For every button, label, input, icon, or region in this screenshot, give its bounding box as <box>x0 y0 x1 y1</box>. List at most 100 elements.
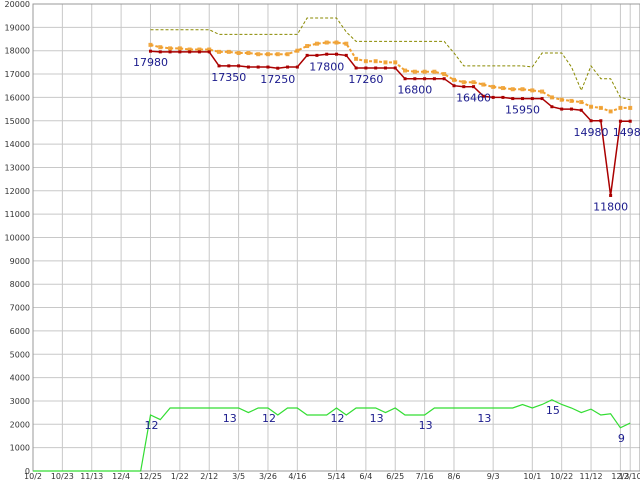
average-point <box>559 97 564 102</box>
average-point <box>158 45 163 50</box>
price-data-label: 14980 <box>613 126 640 139</box>
x-tick-label: 10/22 <box>550 472 573 480</box>
price-point <box>276 66 280 70</box>
average-point <box>422 69 427 74</box>
y-tick-label: 10000 <box>5 234 30 243</box>
average-point <box>451 77 456 82</box>
x-tick-label: 7/16 <box>416 472 434 480</box>
price-point <box>609 193 613 197</box>
price-point <box>354 66 358 70</box>
y-tick-label: 14000 <box>5 140 30 149</box>
average-point <box>520 87 525 92</box>
price-point <box>315 53 319 57</box>
y-tick-label: 12000 <box>5 187 30 196</box>
x-tick-label: 12/3 <box>611 472 629 480</box>
average-point <box>608 109 613 114</box>
price-point <box>393 66 397 70</box>
average-point <box>314 41 319 46</box>
x-tick-label: 11/13 <box>80 472 103 480</box>
average-point <box>481 82 486 87</box>
price-point <box>628 119 632 123</box>
price-point <box>207 50 211 54</box>
price-data-label: 14980 <box>574 126 609 139</box>
price-point <box>188 50 192 54</box>
y-tick-label: 11000 <box>5 210 30 219</box>
price-point <box>432 77 436 81</box>
y-tick-label: 15000 <box>5 117 30 126</box>
y-tick-label: 0 <box>25 467 30 476</box>
count-data-label: 13 <box>419 419 433 432</box>
x-tick-label: 12/25 <box>139 472 162 480</box>
x-tick-label: 12/4 <box>112 472 130 480</box>
average-point <box>540 89 545 94</box>
average-point <box>618 105 623 110</box>
price-point <box>266 65 270 69</box>
plot-frame <box>32 3 640 472</box>
price-point <box>599 119 603 123</box>
average-point <box>549 95 554 100</box>
y-tick-label: 13000 <box>5 163 30 172</box>
average-point <box>168 46 173 51</box>
x-tick-label: 10/23 <box>51 472 74 480</box>
price-point <box>481 94 485 98</box>
average-point <box>628 105 633 110</box>
count-data-label: 12 <box>331 412 345 425</box>
average-point <box>569 98 574 103</box>
x-tick-label: 3/26 <box>259 472 277 480</box>
count-data-label: 15 <box>546 404 560 417</box>
average-point <box>187 47 192 52</box>
average-point <box>363 59 368 64</box>
price-point <box>364 66 368 70</box>
price-data-label: 17250 <box>260 73 295 86</box>
x-axis-tick-labels: 10/2 10/23 11/13 12/4 12/25 1/22 2/12 3/5 3/26 4/… <box>24 472 640 480</box>
average-point <box>324 40 329 45</box>
average-point <box>412 69 417 74</box>
price-point <box>148 49 152 53</box>
price-point <box>579 108 583 112</box>
average-point <box>344 41 349 46</box>
average-point <box>148 42 153 47</box>
x-tick-label: 6/25 <box>386 472 404 480</box>
price-point <box>442 77 446 81</box>
upper-line <box>150 17 631 101</box>
price-point <box>227 64 231 68</box>
price-data-label: 16800 <box>397 84 432 97</box>
average-point <box>393 60 398 65</box>
average-point <box>442 72 447 77</box>
price-point <box>217 64 221 68</box>
data-labels: 17980 17350 17250 17800 17260 16800 16460 15950… <box>133 56 640 445</box>
count-data-label: 12 <box>262 412 276 425</box>
average-point <box>295 48 300 53</box>
price-point <box>286 65 290 69</box>
average-point <box>598 105 603 110</box>
series-layer <box>33 17 633 472</box>
price-point <box>325 52 329 56</box>
y-tick-label: 18000 <box>5 47 30 56</box>
average-point <box>510 87 515 92</box>
count-data-label: 13 <box>477 412 491 425</box>
y-tick-label: 2000 <box>10 420 30 429</box>
price-point <box>256 65 260 69</box>
x-tick-label: 12/10 <box>619 472 640 480</box>
y-tick-label: 1000 <box>10 444 30 453</box>
average-point <box>275 52 280 57</box>
y-tick-label: 17000 <box>5 70 30 79</box>
price-point <box>472 85 476 89</box>
x-tick-label: 4/16 <box>288 472 306 480</box>
price-point <box>344 53 348 57</box>
average-point <box>383 60 388 65</box>
average-point <box>589 104 594 109</box>
y-tick-label: 7000 <box>10 304 30 313</box>
y-tick-label: 16000 <box>5 93 30 102</box>
average-point <box>177 46 182 51</box>
average-point <box>432 69 437 74</box>
price-point <box>569 107 573 111</box>
average-point <box>236 51 241 56</box>
price-point <box>413 77 417 81</box>
price-point <box>403 77 407 81</box>
x-tick-label: 9/3 <box>487 472 500 480</box>
price-point <box>589 119 593 123</box>
average-point <box>403 68 408 73</box>
price-point <box>178 50 182 54</box>
average-point <box>354 56 359 61</box>
